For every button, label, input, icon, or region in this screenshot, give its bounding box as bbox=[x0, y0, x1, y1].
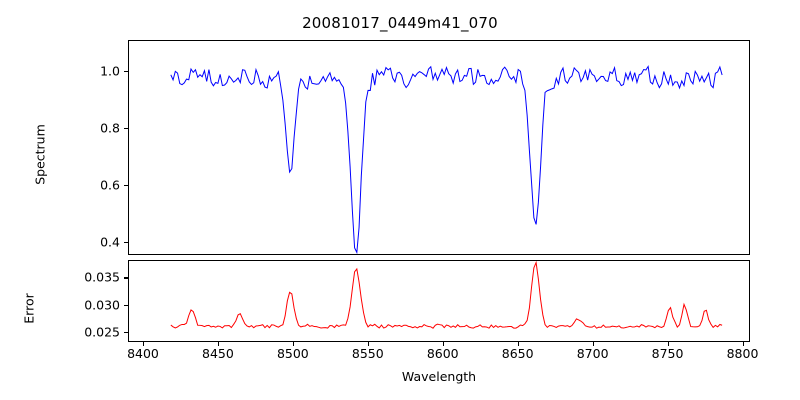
y-tick-label-error: 0.030 bbox=[84, 297, 120, 313]
y-tick-label-spectrum: 0.6 bbox=[100, 177, 120, 193]
y-tick-mark-error bbox=[124, 277, 128, 279]
x-tick-mark bbox=[667, 342, 669, 346]
y-tick-mark-spectrum bbox=[124, 71, 128, 73]
spectrum-panel bbox=[128, 40, 750, 255]
y-tick-label-spectrum: 0.4 bbox=[100, 234, 120, 250]
x-tick-mark bbox=[442, 342, 444, 346]
y-tick-label-error: 0.025 bbox=[84, 324, 120, 340]
figure-title: 20081017_0449m41_070 bbox=[302, 14, 498, 32]
y-tick-mark-spectrum bbox=[124, 128, 128, 130]
x-tick-label: 8650 bbox=[501, 346, 534, 361]
x-tick-mark bbox=[517, 342, 519, 346]
x-tick-label: 8800 bbox=[726, 346, 759, 361]
y-tick-mark-error bbox=[124, 304, 128, 306]
x-tick-mark bbox=[217, 342, 220, 346]
x-tick-label: 8550 bbox=[351, 346, 384, 361]
y-axis-label-error: Error bbox=[21, 293, 37, 324]
y-tick-label-error: 0.035 bbox=[84, 269, 120, 285]
x-tick-mark bbox=[742, 342, 744, 346]
spectrum-plot-area bbox=[129, 41, 749, 254]
x-tick-label: 8750 bbox=[651, 346, 684, 361]
x-tick-label: 8450 bbox=[202, 346, 234, 361]
x-tick-mark bbox=[367, 342, 369, 346]
x-tick-mark bbox=[142, 342, 145, 346]
error-panel bbox=[128, 260, 750, 342]
y-tick-mark-spectrum bbox=[124, 242, 128, 244]
x-tick-label: 8400 bbox=[127, 346, 159, 361]
error-data-line bbox=[171, 263, 722, 329]
error-plot-area bbox=[129, 261, 749, 341]
x-tick-mark bbox=[592, 342, 594, 346]
y-tick-mark-spectrum bbox=[124, 185, 128, 187]
y-tick-mark-error bbox=[124, 332, 128, 334]
spectrum-data-line bbox=[171, 66, 722, 252]
x-tick-label: 8500 bbox=[276, 346, 309, 361]
x-tick-label: 8700 bbox=[576, 346, 609, 361]
x-axis-label: Wavelength bbox=[401, 369, 477, 384]
y-tick-label-spectrum: 0.8 bbox=[100, 120, 120, 136]
x-tick-mark bbox=[292, 342, 294, 346]
x-tick-label: 8600 bbox=[426, 346, 459, 361]
y-axis-label-spectrum: Spectrum bbox=[32, 124, 48, 185]
y-tick-label-spectrum: 1.0 bbox=[100, 63, 120, 79]
